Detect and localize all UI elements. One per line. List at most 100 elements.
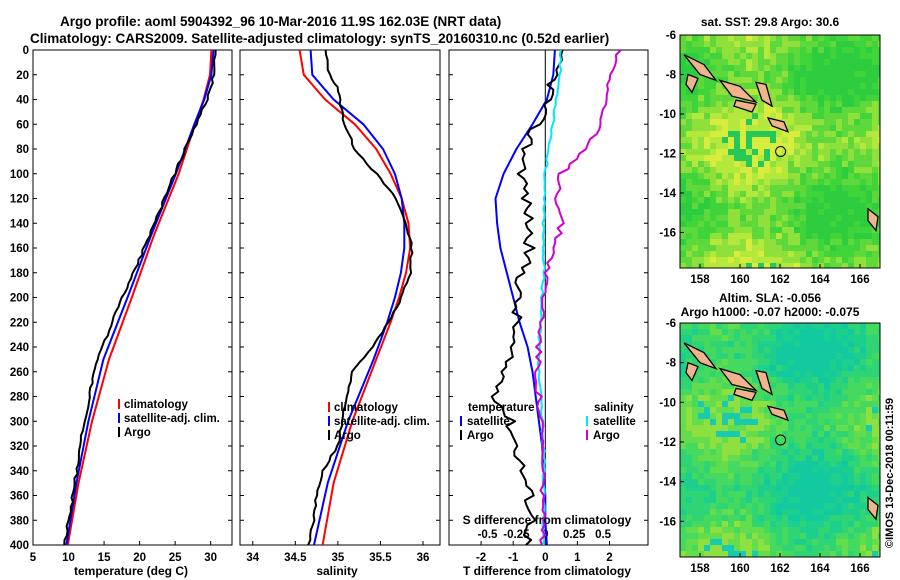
map-cell <box>746 209 752 215</box>
map-cell <box>740 503 746 509</box>
map-cell <box>812 119 818 125</box>
map-cell <box>872 449 878 455</box>
map-cell <box>710 227 716 233</box>
map-cell <box>842 233 848 239</box>
map-cell <box>860 377 866 383</box>
map-cell <box>752 71 758 77</box>
map-cell <box>698 221 704 227</box>
sla-map-title-line2: Argo h1000: -0.07 h2000: -0.075 <box>681 305 860 319</box>
map-cell <box>728 221 734 227</box>
map-cell <box>860 53 866 59</box>
map-cell <box>758 395 764 401</box>
map-cell <box>806 107 812 113</box>
map-cell <box>734 251 740 257</box>
map-cell <box>764 191 770 197</box>
map-cell <box>818 419 824 425</box>
map-cell <box>854 251 860 257</box>
map-cell <box>806 155 812 161</box>
map-cell <box>716 533 722 539</box>
map-cell <box>800 179 806 185</box>
map-cell <box>806 101 812 107</box>
map-cell <box>686 443 692 449</box>
map-cell <box>716 545 722 551</box>
map-cell <box>776 173 782 179</box>
map-cell <box>842 137 848 143</box>
map-cell <box>722 419 728 425</box>
map-cell <box>854 53 860 59</box>
map-cell <box>830 215 836 221</box>
map-cell <box>818 149 824 155</box>
map-cell <box>872 329 878 335</box>
map-cell <box>704 191 710 197</box>
map-cell <box>704 395 710 401</box>
map-cell <box>698 185 704 191</box>
map-cell <box>812 155 818 161</box>
map-cell <box>776 203 782 209</box>
map-cell <box>752 497 758 503</box>
map-cell <box>818 263 824 268</box>
map-cell <box>836 467 842 473</box>
map-cell <box>830 239 836 245</box>
map-cell <box>794 545 800 551</box>
map-cell <box>698 323 704 329</box>
map-cell <box>800 341 806 347</box>
map-cell <box>878 263 880 268</box>
map-cell <box>806 551 812 557</box>
map-cell <box>860 449 866 455</box>
map-cell <box>740 365 746 371</box>
map-cell <box>758 449 764 455</box>
map-cell <box>752 77 758 83</box>
map-cell <box>836 107 842 113</box>
s-difference-axis-label: S difference from climatology <box>463 513 632 527</box>
map-cell <box>848 497 854 503</box>
map-cell <box>764 233 770 239</box>
map-cell <box>698 263 704 268</box>
map-cell <box>782 101 788 107</box>
map-cell <box>776 65 782 71</box>
map-cell <box>806 335 812 341</box>
map-cell <box>716 323 722 329</box>
map-cell <box>728 395 734 401</box>
map-cell <box>698 407 704 413</box>
map-cell <box>692 143 698 149</box>
map-cell <box>854 497 860 503</box>
map-cell <box>746 131 752 137</box>
map-cell <box>764 59 770 65</box>
map-cell <box>710 185 716 191</box>
map-cell <box>836 527 842 533</box>
map-cell <box>704 521 710 527</box>
map-cell <box>722 257 728 263</box>
map-cell <box>878 233 880 239</box>
map-cell <box>806 497 812 503</box>
map-cell <box>854 515 860 521</box>
map-cell <box>728 551 734 557</box>
map-cell <box>692 419 698 425</box>
map-cell <box>800 461 806 467</box>
title-line2: Climatology: CARS2009. Satellite-adjuste… <box>30 31 609 46</box>
map-cell <box>782 515 788 521</box>
map-cell <box>692 497 698 503</box>
map-cell <box>698 95 704 101</box>
map-cell <box>716 191 722 197</box>
map-cell <box>734 359 740 365</box>
map-cell <box>680 443 686 449</box>
map-cell <box>782 179 788 185</box>
map-cell <box>770 155 776 161</box>
map-cell <box>788 497 794 503</box>
map-cell <box>794 125 800 131</box>
map-cell <box>860 479 866 485</box>
map-cell <box>818 251 824 257</box>
map-cell <box>872 497 878 503</box>
map-cell <box>842 539 848 545</box>
map-cell <box>848 239 854 245</box>
map-x-tick-label: 164 <box>810 274 830 286</box>
map-cell <box>752 155 758 161</box>
map-cell <box>698 419 704 425</box>
map-cell <box>812 83 818 89</box>
map-cell <box>830 389 836 395</box>
map-cell <box>698 179 704 185</box>
map-cell <box>770 65 776 71</box>
map-cell <box>782 377 788 383</box>
map-cell <box>860 245 866 251</box>
map-cell <box>680 473 686 479</box>
